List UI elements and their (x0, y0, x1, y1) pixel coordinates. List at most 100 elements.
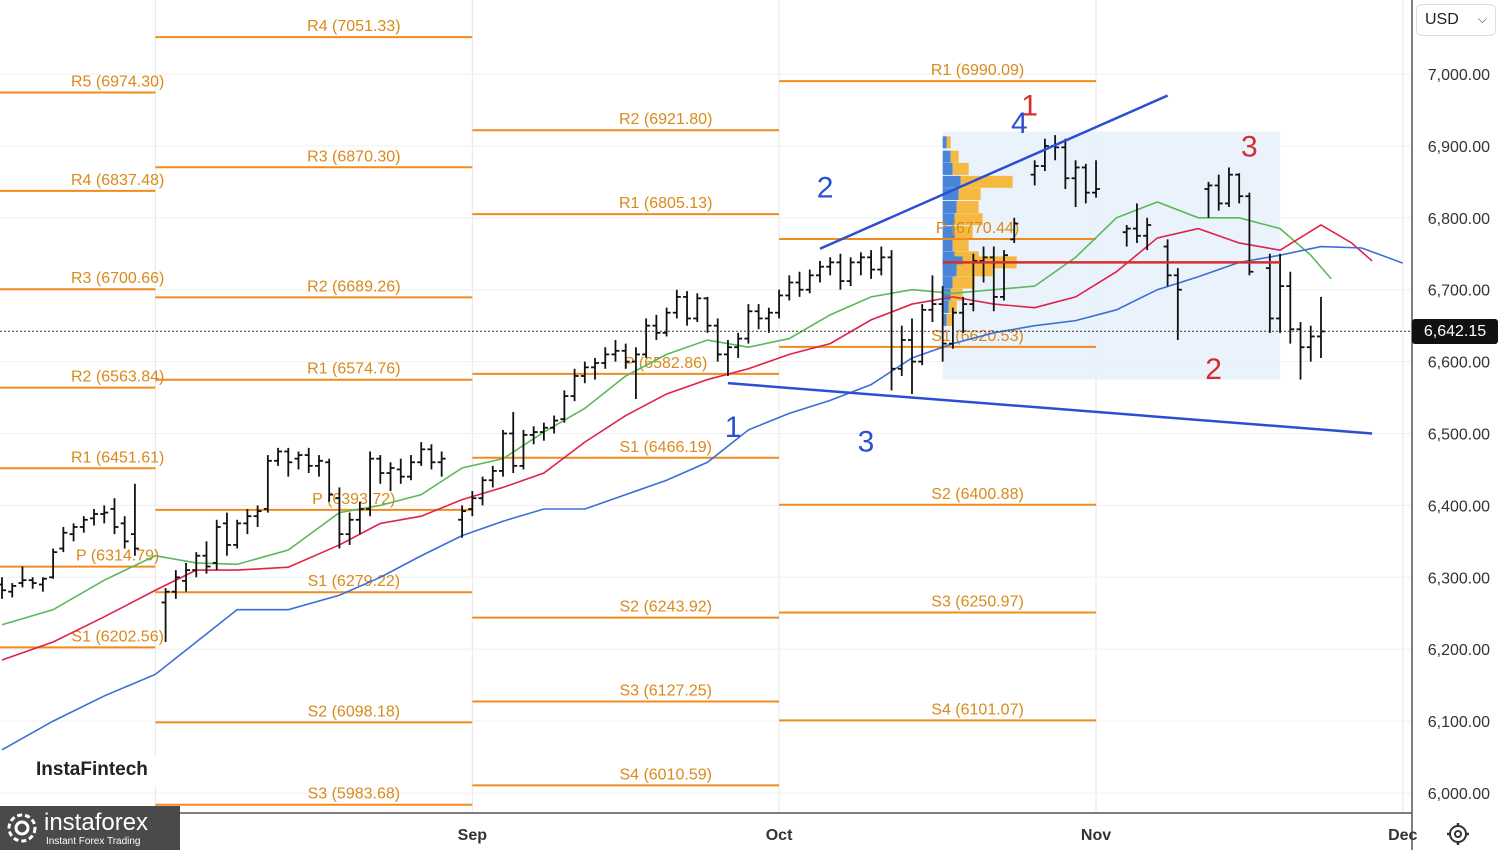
pivot-level-label: R3 (6700.66) (71, 270, 164, 287)
ohlc-bar (488, 465, 497, 488)
ohlc-bar (672, 289, 681, 319)
ohlc-bar (509, 411, 518, 474)
volume-profile-sell-bar (950, 150, 959, 163)
ohlc-bar (948, 307, 957, 349)
ohlc-bar (867, 250, 876, 279)
ohlc-bar (325, 458, 334, 502)
wave-label: 2 (1205, 353, 1222, 386)
ohlc-bar (754, 304, 763, 330)
ohlc-bar (233, 519, 242, 549)
pivot-level-label: S3 (6127.25) (619, 683, 712, 700)
pivot-level-label: S1 (6202.56) (71, 628, 164, 645)
ohlc-bar (734, 332, 743, 359)
y-tick-label: 6,400.00 (1428, 498, 1490, 515)
ohlc-bar (396, 458, 405, 484)
ohlc-bar (1143, 217, 1152, 251)
ohlc-bar (18, 566, 27, 588)
ohlc-bar (171, 570, 180, 599)
pivot-level-label: S4 (6101.07) (931, 701, 1024, 718)
pivot-level-label: S3 (6250.97) (931, 594, 1024, 611)
ohlc-bar (550, 415, 559, 434)
pivot-level-label: P (6314.79) (76, 548, 159, 565)
pivot-level-label: R1 (6805.13) (619, 195, 712, 212)
ohlc-bar (345, 512, 354, 545)
pivot-level-label: S1 (6279.22) (308, 573, 401, 590)
pivot-level-label: R2 (6921.80) (619, 111, 712, 128)
ohlc-bar (1296, 322, 1305, 380)
last-price-tag: 6,642.15 (1412, 319, 1498, 344)
ohlc-bar (263, 455, 272, 513)
ohlc-bar (652, 314, 661, 341)
volume-profile-sell-bar (952, 162, 969, 175)
ohlc-bar (887, 250, 896, 391)
volume-profile-sell-bar (954, 226, 973, 239)
volume-profile-sell-bar (952, 239, 969, 252)
ohlc-bar (897, 325, 906, 376)
ohlc-bar (580, 361, 589, 384)
pivot-level-label: R2 (6689.26) (307, 278, 400, 295)
ohlc-bar (846, 257, 855, 287)
ohlc-bar (499, 429, 508, 477)
ohlc-bar (406, 455, 415, 481)
ohlc-bar (785, 275, 794, 301)
ohlc-bar (458, 505, 467, 538)
pivot-level-label: S2 (6400.88) (931, 486, 1024, 503)
pivot-level-label: S1 (6466.19) (619, 439, 712, 456)
ohlc-bar (69, 523, 78, 542)
ohlc-bar (815, 260, 824, 283)
ohlc-bar (662, 307, 671, 337)
ohlc-bar (59, 526, 68, 553)
gear-icon[interactable] (1445, 821, 1471, 847)
ohlc-bar (1071, 160, 1080, 208)
ohlc-bar (253, 505, 262, 527)
pivot-level-label: R2 (6563.84) (71, 369, 164, 386)
ohlc-bar (703, 296, 712, 333)
ohlc-bar (1224, 167, 1233, 208)
x-tick-label: Sep (458, 827, 488, 844)
x-tick-label: Oct (766, 827, 793, 844)
volume-profile-buy-bar (942, 213, 955, 226)
volume-profile-buy-bar (942, 239, 953, 252)
x-tick-label: Dec (1388, 827, 1417, 844)
ohlc-bar (1061, 138, 1070, 190)
pivot-level-label: R4 (6837.48) (71, 172, 164, 189)
ohlc-bar (478, 476, 487, 506)
ohlc-bar (826, 257, 835, 276)
ohlc-bar (795, 271, 804, 297)
ohlc-bar (1214, 174, 1223, 211)
ohlc-bar (591, 358, 600, 380)
ohlc-bar (928, 275, 937, 323)
pivot-level-label: R4 (7051.33) (307, 18, 400, 35)
logo-tagline: Instant Forex Trading (46, 836, 141, 847)
pivot-level-label: P (6582.86) (624, 355, 707, 372)
currency-selector[interactable]: USD ⌵ (1416, 4, 1496, 36)
ohlc-bar (642, 318, 651, 359)
ohlc-bar (601, 347, 610, 369)
instaforex-logo: instaforex Instant Forex Trading (0, 806, 180, 850)
volume-profile-buy-bar (942, 150, 951, 163)
ohlc-bar (417, 442, 426, 466)
ohlc-bar (959, 296, 968, 333)
ohlc-bar (979, 246, 988, 283)
ohlc-bar (805, 269, 814, 294)
y-tick-label: 6,000.00 (1428, 786, 1490, 803)
ohlc-bar (989, 246, 998, 312)
volume-profile-buy-bar (942, 313, 947, 326)
volume-profile-sell-bar (952, 276, 975, 289)
volume-profile-buy-bar (942, 264, 957, 277)
ohlc-bar (1235, 173, 1244, 204)
ohlc-bar (1010, 217, 1019, 243)
ohlc-bar (304, 447, 313, 474)
ohlc-bar (907, 318, 916, 394)
wave-label: 1 (725, 411, 742, 444)
volume-profile-sell-bar (960, 175, 1013, 188)
ohlc-bar (1081, 163, 1090, 204)
volume-profile-buy-bar (942, 136, 947, 149)
ohlc-bar (723, 340, 732, 376)
volume-profile-buy-bar (942, 276, 953, 289)
ohlc-bar (1040, 138, 1049, 172)
ohlc-bar (222, 512, 231, 556)
moving-average-green (1, 201, 1332, 626)
y-tick-label: 6,200.00 (1428, 642, 1490, 659)
